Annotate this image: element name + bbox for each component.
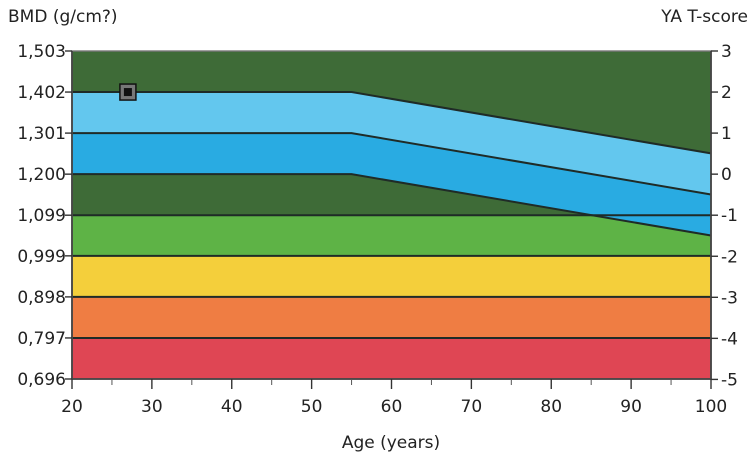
y-right-tick-label: -5	[721, 370, 738, 390]
y-right-tick-label: -4	[721, 329, 738, 349]
y-left-tick-label: 1,200	[17, 165, 66, 185]
reference-line-0	[72, 91, 712, 155]
y-left-tick-label: 0,898	[17, 288, 66, 308]
x-tick-label: 90	[620, 397, 642, 417]
measurement-marker-inner	[123, 88, 132, 97]
y-right-tick-label: -1	[721, 206, 738, 226]
band-yellow	[72, 255, 711, 297]
x-tick-label: 50	[301, 397, 323, 417]
band-green	[72, 215, 711, 256]
y-left-tick-label: 1,402	[17, 83, 66, 103]
band-red	[72, 337, 711, 379]
axis-layer: 20 30 40 50 60 70 80 90 1001,5031,4021,3011,2001…	[17, 42, 738, 417]
y-left-tick-label: 1,099	[17, 206, 66, 226]
y-right-tick-label: 1	[721, 124, 732, 144]
reference-line-2	[72, 173, 712, 237]
plot-area	[72, 51, 712, 379]
y-left-tick-label: 0,797	[17, 329, 66, 349]
x-tick-label: 80	[540, 397, 562, 417]
y-right-tick-label: -3	[721, 288, 738, 308]
reference-band-lower	[72, 133, 711, 236]
y-right-tick-label: 2	[721, 83, 732, 103]
x-tick-label: 40	[221, 397, 243, 417]
y-right-tick-label: 0	[721, 165, 732, 185]
y-left-tick-label: 0,696	[17, 370, 66, 390]
y-left-tick-label: 0,999	[17, 247, 66, 267]
x-tick-label: 20	[61, 397, 83, 417]
x-tick-label: 30	[141, 397, 163, 417]
x-tick-label: 70	[461, 397, 483, 417]
y-right-tick-label: 3	[721, 42, 732, 62]
reference-line-1	[72, 132, 712, 196]
x-tick-label: 60	[381, 397, 403, 417]
reference-band-upper	[72, 92, 711, 195]
y-left-tick-label: 1,301	[17, 124, 66, 144]
y-left-tick-label: 1,503	[17, 42, 66, 62]
y-axis-label-right: YA T-score	[660, 7, 748, 27]
x-axis-label: Age (years)	[342, 433, 440, 453]
y-right-tick-label: -2	[721, 247, 738, 267]
x-tick-label: 100	[695, 397, 727, 417]
band-orange	[72, 296, 711, 338]
y-axis-label-left: BMD (g/cm?)	[8, 7, 118, 27]
